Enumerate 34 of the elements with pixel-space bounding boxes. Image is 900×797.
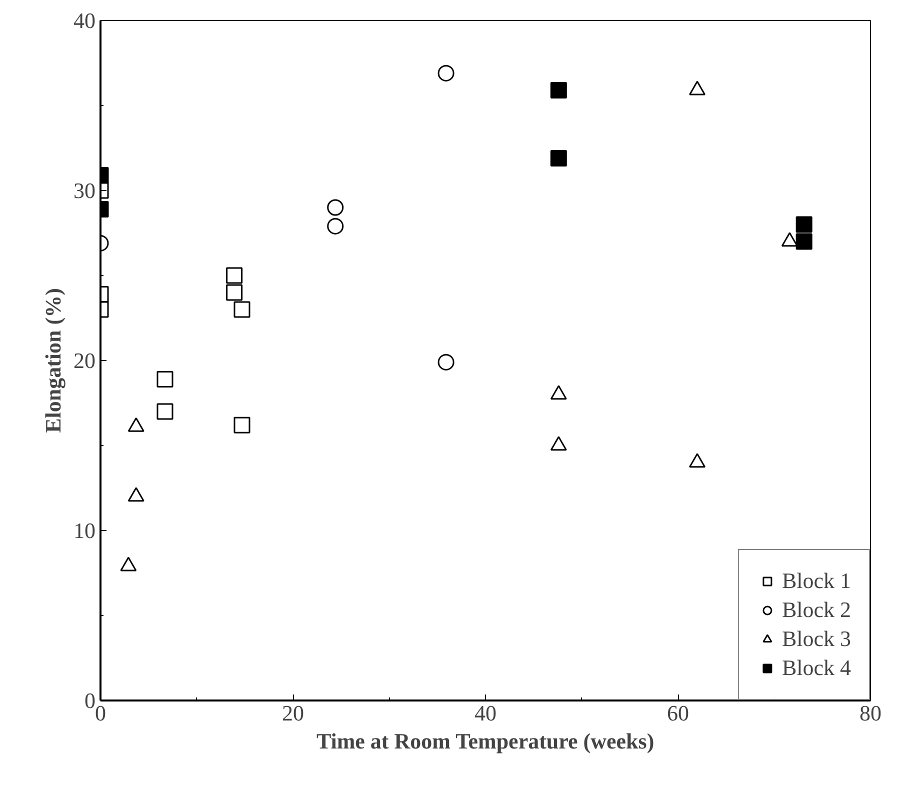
point <box>796 233 812 250</box>
x-tick-label: 80 <box>860 700 882 726</box>
point <box>796 216 812 233</box>
x-tick-label: 40 <box>474 700 496 726</box>
point <box>128 487 144 502</box>
legend-label: Block 2 <box>782 597 851 623</box>
legend-label: Block 4 <box>782 655 851 681</box>
point <box>550 150 567 166</box>
point <box>550 436 567 451</box>
point <box>438 64 454 82</box>
point <box>438 354 454 370</box>
point <box>234 416 250 434</box>
y-tick-label: 20 <box>74 348 96 373</box>
point <box>234 301 250 318</box>
point <box>156 370 174 388</box>
x-tick-label: 20 <box>282 700 304 726</box>
point <box>226 267 243 284</box>
legend-label: Block 3 <box>782 626 851 652</box>
y-tick-label: 40 <box>74 8 96 33</box>
point <box>156 403 174 420</box>
point <box>226 284 243 301</box>
y-tick-label: 30 <box>74 178 96 203</box>
point <box>327 218 344 234</box>
point <box>550 385 567 400</box>
point <box>689 453 706 468</box>
point <box>550 82 567 98</box>
x-axis-title: Time at Room Temperature (weeks) <box>316 728 654 754</box>
point <box>120 556 137 572</box>
legend-label: Block 1 <box>782 568 851 594</box>
x-tick-label: 60 <box>667 700 689 726</box>
y-tick-label: 10 <box>74 518 96 543</box>
point <box>128 417 144 432</box>
point <box>327 199 344 216</box>
y-axis-title: Elongation (%) <box>40 288 66 433</box>
